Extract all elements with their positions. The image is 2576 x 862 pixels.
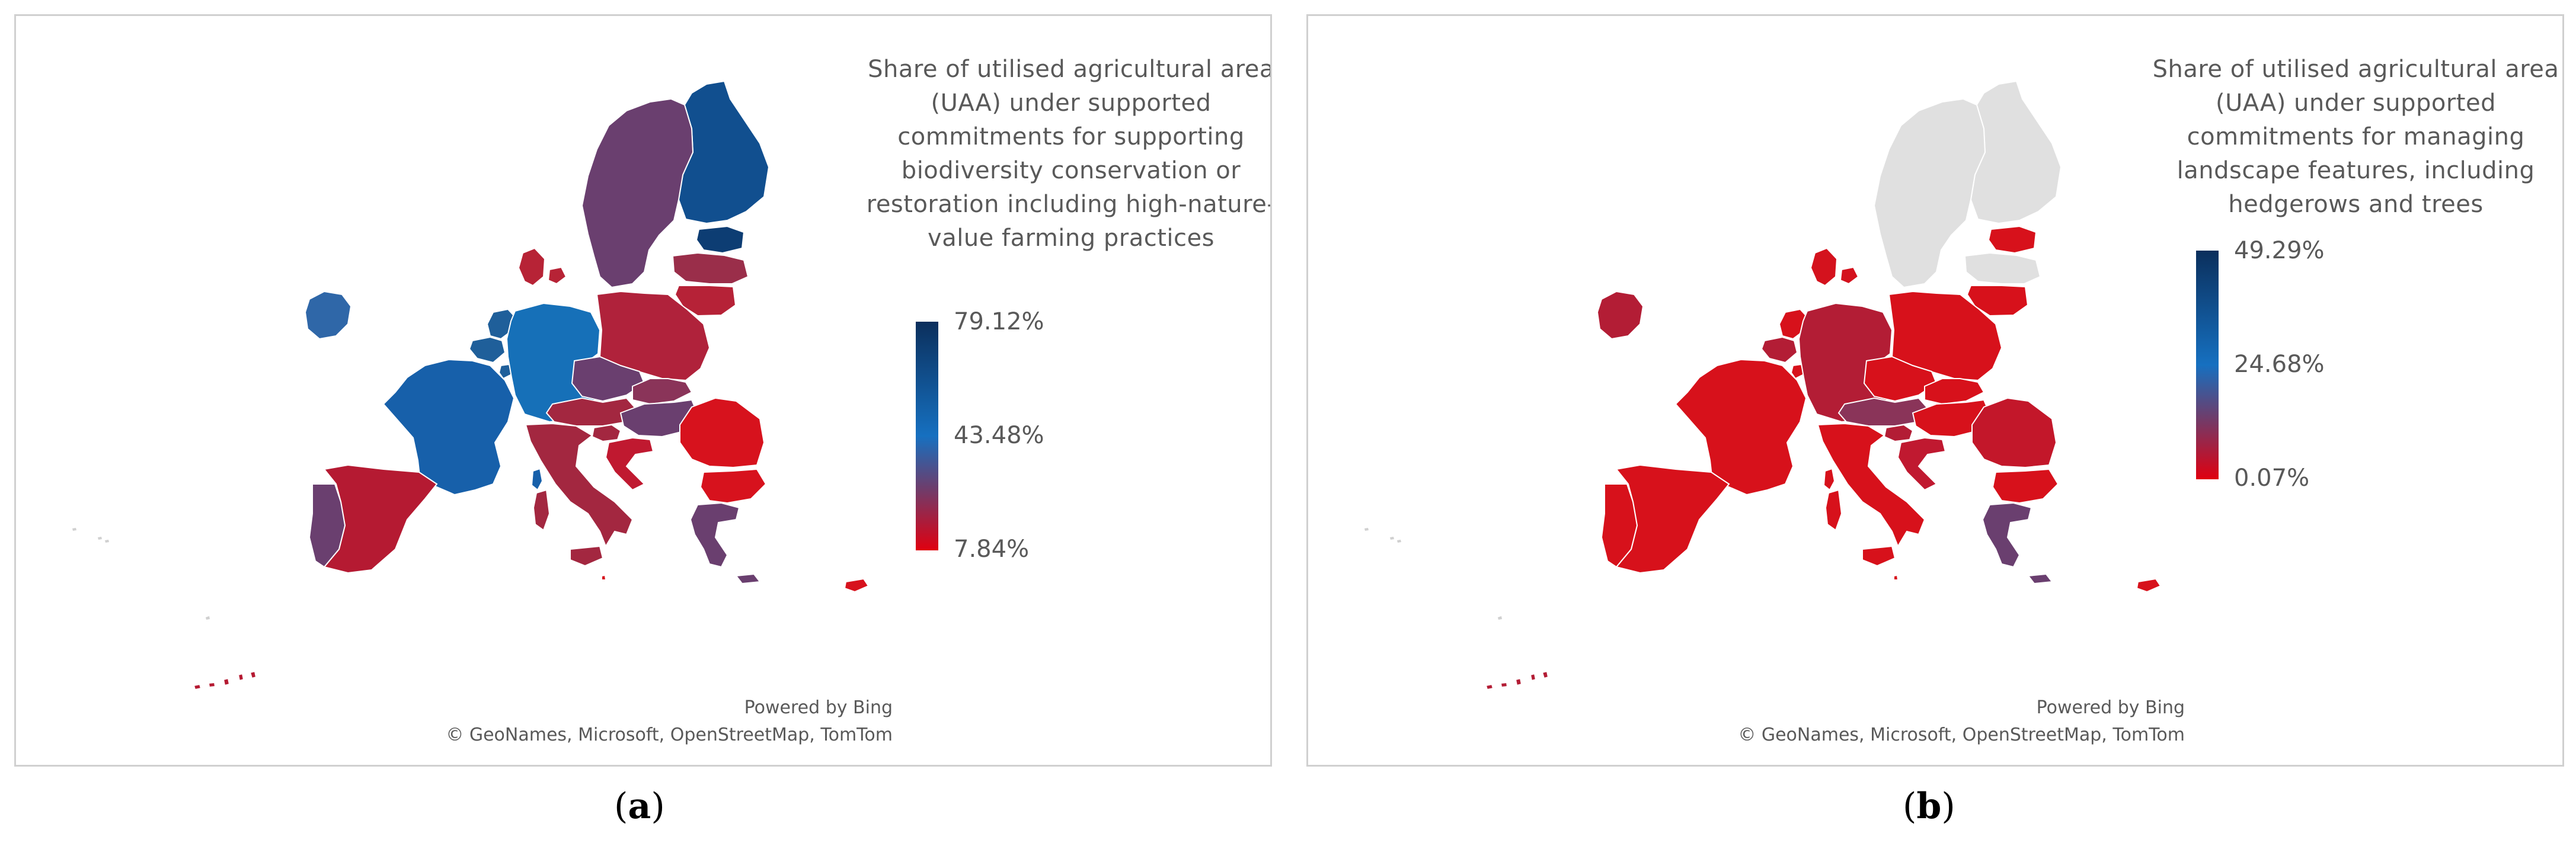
legend-min-label: 0.07%: [2234, 464, 2310, 492]
country-luxembourg: [498, 363, 513, 380]
country-italy: [1817, 422, 1926, 548]
europe-choropleth-map-b: [1364, 80, 2162, 691]
country-sicily: [570, 545, 604, 567]
country-estonia: [1987, 225, 2037, 254]
country-latvia: [1964, 252, 2041, 284]
caption-a: (a): [614, 786, 665, 827]
caption-b: (b): [1903, 786, 1955, 827]
country-greece: [689, 502, 761, 585]
country-cyprus: [843, 578, 870, 593]
country-croatia: [1897, 437, 1947, 491]
map-panel-a: Share of utilised agricultural area (UAA…: [14, 14, 1272, 767]
credit-bing: Powered by Bing: [2036, 697, 2185, 718]
country-latvia: [672, 252, 749, 284]
country-sardinia: [1824, 489, 1843, 531]
outlying-island-3: [98, 537, 102, 540]
country-romania: [679, 397, 765, 469]
outlying-island-1: [206, 616, 210, 620]
country-sicily: [1862, 545, 1896, 567]
country-corsica: [1823, 467, 1836, 491]
legend-colorbar: [916, 322, 938, 550]
country-greece: [1981, 502, 2053, 585]
country-france: [1674, 358, 1807, 496]
country-portugal: [308, 483, 346, 568]
europe-choropleth-map-a: [72, 80, 870, 691]
country-ireland: [304, 290, 352, 340]
legend-mid-label: 43.48%: [954, 422, 1044, 449]
credit-bing: Powered by Bing: [744, 697, 893, 718]
legend-max-label: 49.29%: [2234, 237, 2325, 264]
country-canaries: [1485, 670, 1549, 691]
country-lithuania: [1966, 285, 2029, 317]
country-denmark: [1810, 247, 1859, 287]
legend-min-label: 7.84%: [954, 536, 1030, 563]
legend-colorbar: [2196, 251, 2219, 479]
legend-title: Share of utilised agricultural area (UAA…: [866, 56, 1272, 252]
country-malta: [1893, 574, 1899, 581]
country-bulgaria: [699, 468, 767, 504]
map-panel-b: Share of utilised agricultural area (UAA…: [1306, 14, 2564, 767]
credit-sources: © GeoNames, Microsoft, OpenStreetMap, To…: [1738, 725, 2185, 745]
legend-title: Share of utilised agricultural area (UAA…: [2152, 56, 2559, 218]
outlying-island-2: [1364, 528, 1369, 531]
country-luxembourg: [1790, 363, 1805, 380]
country-malta: [601, 574, 607, 581]
outlying-island-4: [105, 540, 109, 543]
country-canaries: [193, 670, 257, 691]
country-ireland: [1596, 290, 1644, 340]
legend-mid-label: 24.68%: [2234, 351, 2325, 378]
country-belgium: [468, 336, 506, 364]
country-italy: [525, 422, 634, 548]
country-slovakia: [1924, 378, 1985, 405]
country-portugal: [1600, 483, 1638, 568]
credit-sources: © GeoNames, Microsoft, OpenStreetMap, To…: [446, 725, 893, 745]
country-corsica: [530, 467, 544, 491]
country-sweden: [1873, 98, 1986, 289]
country-lithuania: [674, 285, 737, 317]
outlying-island-4: [1397, 540, 1401, 543]
country-sardinia: [532, 489, 551, 531]
country-croatia: [605, 437, 654, 491]
country-belgium: [1760, 336, 1798, 364]
country-slovakia: [632, 378, 693, 405]
country-denmark: [517, 247, 567, 287]
country-slovenia: [591, 424, 622, 443]
legend-max-label: 79.12%: [954, 308, 1044, 335]
country-bulgaria: [1992, 468, 2059, 504]
outlying-island-3: [1390, 537, 1394, 540]
country-france: [382, 358, 515, 496]
country-slovenia: [1883, 424, 1914, 443]
country-sweden: [581, 98, 694, 289]
outlying-island-2: [72, 528, 76, 531]
country-estonia: [695, 225, 745, 254]
country-romania: [1971, 397, 2057, 469]
outlying-island-1: [1498, 616, 1502, 620]
country-cyprus: [2136, 578, 2162, 593]
